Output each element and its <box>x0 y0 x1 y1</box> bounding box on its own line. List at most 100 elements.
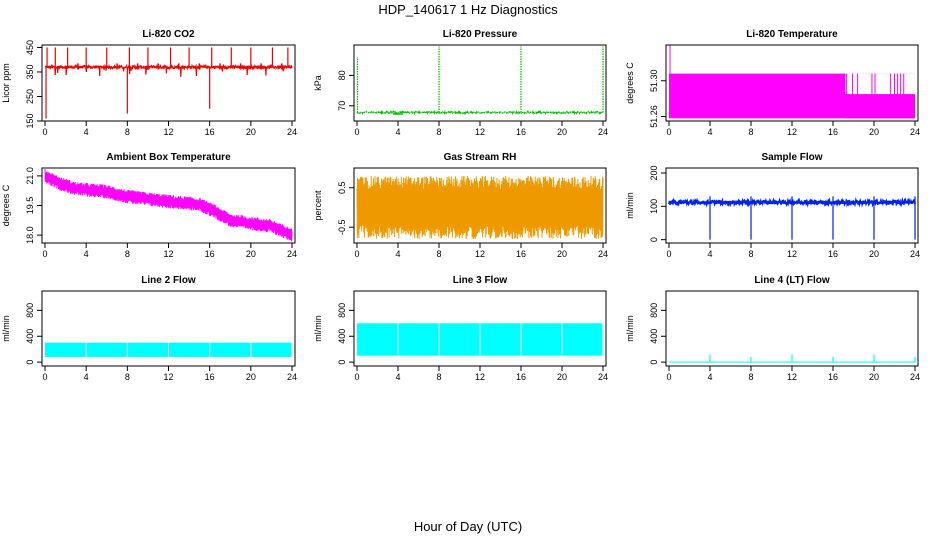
series-line4 <box>669 354 916 363</box>
x-tick-label: 8 <box>436 249 441 259</box>
x-tick-label: 24 <box>598 249 608 259</box>
chart-title: Gas Stream RH <box>444 152 517 163</box>
y-tick-label: 250 <box>25 89 35 104</box>
x-tick-label: 0 <box>42 127 47 137</box>
x-tick-label: 8 <box>125 372 130 382</box>
x-tick-label: 16 <box>516 127 526 137</box>
x-tick-label: 0 <box>354 249 359 259</box>
x-tick-label: 20 <box>869 372 879 382</box>
x-tick-label: 24 <box>910 372 920 382</box>
chart-title: Li-820 Temperature <box>746 29 838 40</box>
series-temperature <box>669 45 915 119</box>
x-tick-label: 20 <box>557 372 567 382</box>
y-tick-label: 200 <box>649 165 659 180</box>
x-tick-label: 8 <box>125 127 130 137</box>
temp-lower <box>845 94 915 119</box>
co2-line <box>44 63 293 77</box>
chart-box_temp: Ambient Box Temperature degrees C 0 4 8 12 16 2… <box>1 152 297 259</box>
x-tick-label: 0 <box>666 372 671 382</box>
chart-line3: Line 3 Flow ml/min 0 4 8 12 16 20 24 0 400 800 <box>313 275 608 382</box>
y-tick-label: 350 <box>25 64 35 79</box>
chart-title: Li-820 Pressure <box>443 29 518 40</box>
x-axis-label: Hour of Day (UTC) <box>413 519 523 534</box>
y-tick-label: 21.0 <box>25 167 35 185</box>
y-tick-label: 400 <box>337 329 347 344</box>
x-tick-label: 8 <box>436 372 441 382</box>
x-tick-label: 12 <box>475 249 485 259</box>
y-axis-label: degrees C <box>625 62 635 104</box>
x-tick-label: 8 <box>748 372 753 382</box>
x-tick-label: 20 <box>246 372 256 382</box>
chart-sample_flow: Sample Flow ml/min 0 4 8 12 16 20 24 0 100 200 <box>625 152 920 259</box>
x-tick-label: 12 <box>163 372 173 382</box>
x-tick-label: 4 <box>395 372 400 382</box>
y-tick-label: 51.26 <box>649 105 659 128</box>
x-tick-label: 24 <box>598 127 608 137</box>
x-tick-label: 16 <box>828 372 838 382</box>
y-tick-label: 0 <box>25 360 35 365</box>
x-tick-label: 8 <box>125 249 130 259</box>
x-tick-label: 24 <box>287 249 297 259</box>
y-tick-label: 0 <box>649 360 659 365</box>
y-tick-label: 450 <box>25 40 35 55</box>
x-tick-label: 20 <box>869 127 879 137</box>
chart-temperature: Li-820 Temperature degrees C 0 4 8 12 16 20 24 51… <box>625 29 920 137</box>
x-tick-label: 0 <box>666 249 671 259</box>
x-tick-label: 16 <box>828 249 838 259</box>
x-tick-label: 16 <box>205 249 215 259</box>
x-tick-label: 16 <box>205 127 215 137</box>
x-tick-label: 0 <box>42 249 47 259</box>
y-tick-label: -0.5 <box>337 219 347 235</box>
x-tick-label: 16 <box>205 372 215 382</box>
chart-line4: Line 4 (LT) Flow ml/min 0 4 8 12 16 20 24 0 400 800 <box>625 275 920 382</box>
series-line2 <box>45 342 293 357</box>
x-tick-label: 0 <box>354 372 359 382</box>
rh-line <box>356 175 604 240</box>
y-tick-label: 0 <box>649 237 659 242</box>
chart-title: Line 2 Flow <box>141 275 196 286</box>
chart-rh: Gas Stream RH percent 0 4 8 12 16 20 24 -0.5 0.5 <box>313 152 608 259</box>
x-tick-label: 24 <box>287 127 297 137</box>
x-tick-label: 4 <box>395 249 400 259</box>
x-tick-label: 12 <box>475 372 485 382</box>
x-tick-label: 12 <box>163 249 173 259</box>
x-tick-label: 8 <box>436 127 441 137</box>
x-tick-label: 16 <box>516 249 526 259</box>
box-temp-line <box>44 168 293 242</box>
x-tick-label: 20 <box>246 127 256 137</box>
temp-gap <box>845 73 915 95</box>
series-pressure <box>356 46 604 116</box>
x-tick-label: 20 <box>557 127 567 137</box>
y-tick-label: 800 <box>649 303 659 318</box>
series-co2 <box>44 47 293 119</box>
x-tick-label: 12 <box>787 372 797 382</box>
y-tick-label: 800 <box>337 303 347 318</box>
y-tick-label: 80 <box>337 70 347 80</box>
y-axis-label: kPa <box>313 75 323 91</box>
x-tick-label: 12 <box>163 127 173 137</box>
x-tick-label: 4 <box>84 372 89 382</box>
pressure-line <box>356 109 604 116</box>
series-sample_flow <box>668 196 916 240</box>
x-tick-label: 24 <box>287 372 297 382</box>
x-tick-label: 4 <box>707 372 712 382</box>
chart-co2: Li-820 CO2 Licor ppm 0 4 8 12 16 20 24 150 250 350 4… <box>1 29 297 137</box>
x-tick-label: 0 <box>666 127 671 137</box>
y-axis-label: degrees C <box>1 184 11 226</box>
x-tick-label: 0 <box>354 127 359 137</box>
y-tick-label: 70 <box>337 101 347 111</box>
x-tick-label: 8 <box>748 249 753 259</box>
chart-title: Ambient Box Temperature <box>106 152 231 163</box>
y-tick-label: 0.5 <box>337 181 347 194</box>
x-tick-label: 4 <box>395 127 400 137</box>
y-axis-label: ml/min <box>1 315 11 342</box>
plot-frame <box>353 44 607 122</box>
chart-pressure: Li-820 Pressure kPa 0 4 8 12 16 20 24 70 80 <box>313 29 608 137</box>
y-tick-label: 400 <box>649 329 659 344</box>
y-tick-label: 19.5 <box>25 197 35 215</box>
x-tick-label: 8 <box>748 127 753 137</box>
x-tick-label: 20 <box>557 249 567 259</box>
x-tick-label: 4 <box>84 249 89 259</box>
x-tick-label: 0 <box>42 372 47 382</box>
